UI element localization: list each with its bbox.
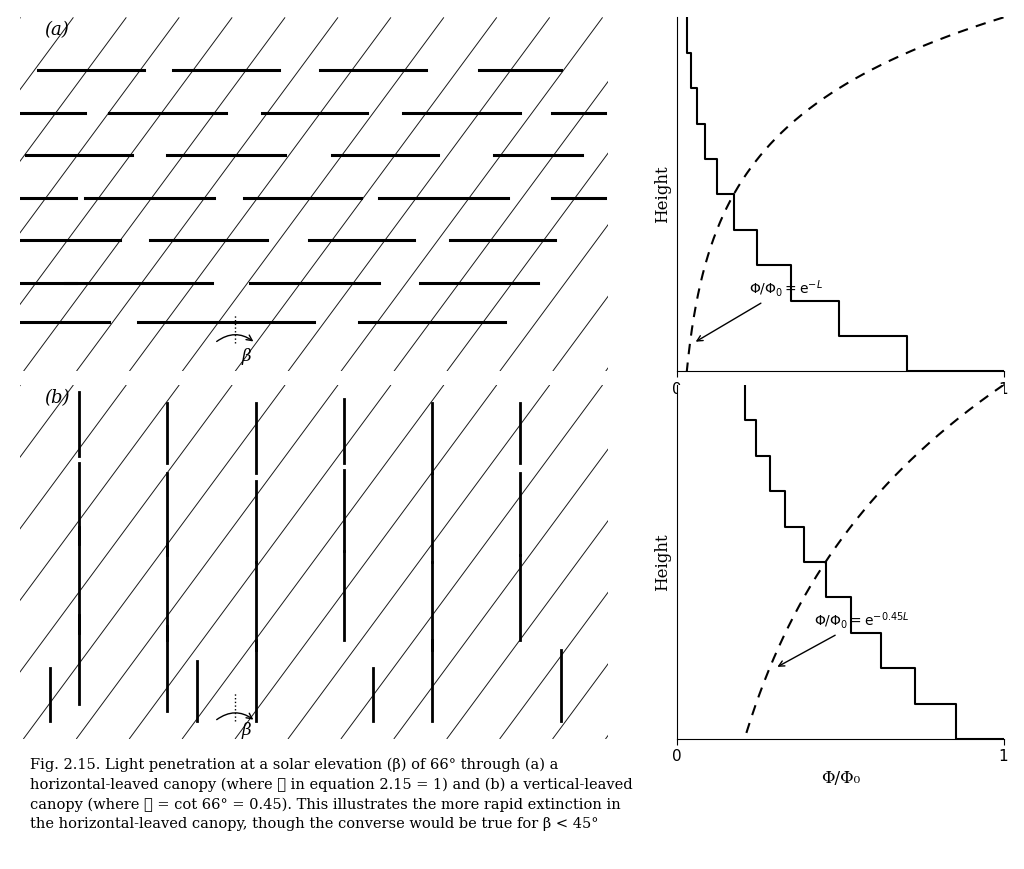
Text: $\Phi/\Phi_0 = \mathrm{e}^{-L}$: $\Phi/\Phi_0 = \mathrm{e}^{-L}$	[697, 278, 822, 341]
Text: β: β	[242, 722, 252, 740]
X-axis label: Φ/Φ₀: Φ/Φ₀	[820, 770, 860, 787]
Text: $\Phi/\Phi_0 = \mathrm{e}^{-0.45L}$: $\Phi/\Phi_0 = \mathrm{e}^{-0.45L}$	[778, 610, 909, 667]
Y-axis label: Height: Height	[654, 166, 672, 223]
Text: Fig. 2.15. Light penetration at a solar elevation (β) of 66° through (a) a
horiz: Fig. 2.15. Light penetration at a solar …	[31, 758, 633, 832]
Text: β: β	[242, 348, 252, 365]
X-axis label: Φ/Φ₀: Φ/Φ₀	[820, 402, 860, 420]
Text: (b): (b)	[44, 388, 70, 407]
Y-axis label: Height: Height	[654, 534, 672, 591]
Text: (a): (a)	[44, 21, 69, 39]
